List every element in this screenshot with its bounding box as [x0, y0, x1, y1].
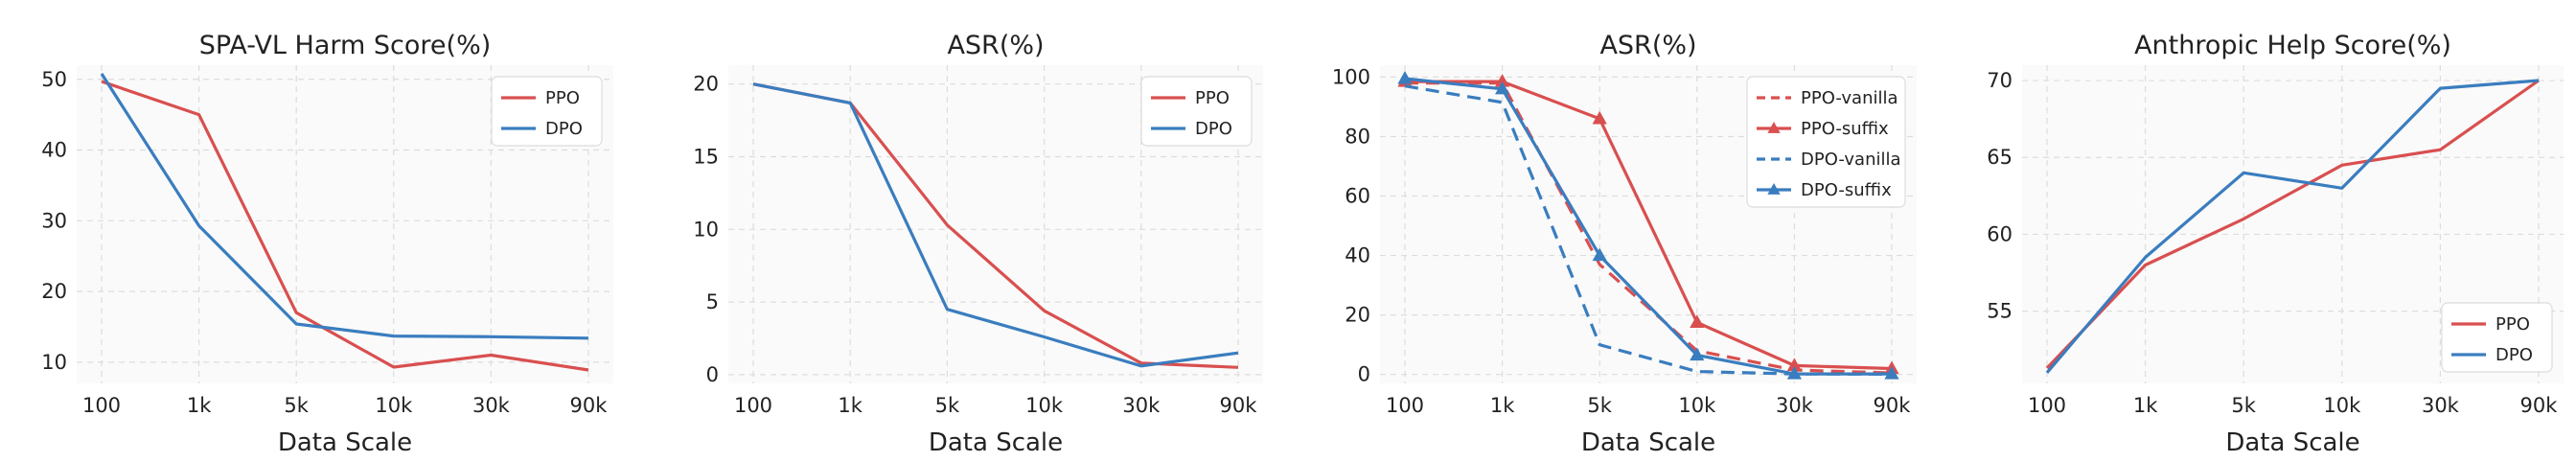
legend-entry: DPO: [1195, 119, 1232, 139]
x-tick-label: 10k: [1678, 394, 1716, 417]
chart-title: ASR(%): [1599, 31, 1696, 60]
series-line-dpo: [752, 82, 1239, 368]
x-axis-label: Data Scale: [1581, 428, 1715, 457]
chart-panel-asr: 100 1k 5k 10k 30k 90k 0 5 10 15 20 PPO DPO ASR(%) Dat…: [693, 31, 1263, 457]
data-point-dpo-suffix: [1495, 81, 1510, 95]
legend: PPO-vanilla PPO-suffix DPO-vanilla DPO-suff…: [1746, 76, 1906, 208]
y-tick-label: 30: [41, 209, 67, 232]
x-tick-label: 30k: [1122, 394, 1161, 417]
y-tick-label: 40: [1345, 244, 1370, 267]
x-axis-label: Data Scale: [2225, 428, 2359, 457]
y-tick-label: 60: [1345, 185, 1370, 208]
x-tick-label: 5k: [2231, 394, 2256, 417]
y-tick-label: 100: [1332, 65, 1370, 88]
legend: PPO DPO: [1140, 76, 1253, 147]
series-line-ppo-suffix: [1405, 80, 1893, 371]
legend-entry: DPO-suffix: [1801, 180, 1892, 200]
legend-entry: DPO: [545, 119, 583, 139]
x-tick-label: 1k: [838, 394, 862, 417]
y-tick-label: 5: [706, 290, 719, 313]
series-line-ppo-vanilla: [1405, 81, 1893, 375]
legend-entry: PPO: [545, 88, 580, 108]
legend-entry: PPO-suffix: [1801, 119, 1889, 139]
y-tick-label: 55: [1987, 300, 2012, 323]
legend-entry: PPO-vanilla: [1801, 88, 1898, 108]
data-point-ppo-suffix: [1690, 314, 1705, 328]
x-axis-label: Data Scale: [278, 428, 412, 457]
y-tick-label: 20: [693, 73, 719, 96]
x-tick-label: 30k: [472, 394, 511, 417]
x-tick-label: 1k: [1490, 394, 1515, 417]
x-tick-label: 1k: [187, 394, 212, 417]
y-tick-label: 10: [41, 351, 67, 374]
y-tick-label: 65: [1987, 146, 2012, 169]
series-line-dpo: [100, 73, 589, 340]
x-tick-label: 100: [734, 394, 772, 417]
x-tick-label: 10k: [2323, 394, 2361, 417]
plot-area: 100 1k 5k 10k 30k 90k 0 5 10 15 20 PPO DPO: [693, 65, 1263, 417]
x-tick-label: 5k: [284, 394, 309, 417]
data-point-dpo-suffix: [1690, 347, 1705, 361]
chart-title: SPA-VL Harm Score(%): [199, 31, 492, 60]
data-point-ppo-suffix: [1495, 74, 1510, 87]
legend-marker: [1767, 183, 1781, 195]
y-tick-label: 60: [1987, 222, 2012, 245]
chart-panel-help-score: 100 1k 5k 10k 30k 90k 55 60 65 70 PPO DPO Anthropic …: [1987, 31, 2564, 457]
plot-area: 100 1k 5k 10k 30k 90k 10 20 30 40 50 PPO DPO: [41, 65, 613, 417]
series-line-dpo-suffix: [1404, 77, 1892, 376]
chart-panel-harm-score: 100 1k 5k 10k 30k 90k 10 20 30 40 50 PPO DPO SPA-VL H…: [41, 31, 613, 457]
x-tick-label: 100: [82, 394, 121, 417]
x-tick-label: 90k: [2520, 394, 2559, 417]
x-axis-label: Data Scale: [929, 428, 1063, 457]
legend-marker: [1767, 122, 1781, 133]
legend: PPO DPO: [491, 76, 603, 147]
series-line-ppo: [101, 80, 589, 372]
y-tick-label: 15: [693, 146, 719, 169]
x-tick-label: 100: [1386, 394, 1424, 417]
x-tick-label: 30k: [2422, 394, 2460, 417]
x-tick-label: 10k: [375, 394, 413, 417]
legend-entry: PPO: [2496, 314, 2530, 335]
legend-entry: PPO: [1195, 88, 1230, 108]
x-tick-label: 90k: [570, 394, 609, 417]
legend: PPO DPO: [2441, 302, 2553, 373]
x-tick-label: 90k: [1220, 394, 1258, 417]
x-tick-label: 90k: [1874, 394, 1912, 417]
x-tick-label: 30k: [1776, 394, 1814, 417]
x-tick-label: 5k: [1587, 394, 1612, 417]
y-tick-label: 20: [1345, 304, 1370, 327]
y-tick-label: 40: [41, 139, 67, 162]
x-tick-label: 5k: [935, 394, 960, 417]
y-tick-label: 0: [1358, 363, 1370, 386]
y-tick-label: 70: [1987, 69, 2012, 92]
legend-box: [1746, 76, 1906, 208]
series-line-dpo: [2045, 79, 2540, 374]
plot-area: 100 1k 5k 10k 30k 90k 55 60 65 70 PPO DPO: [1987, 65, 2564, 417]
y-tick-label: 80: [1345, 125, 1370, 148]
chart-panel-asr-variants: 100 1k 5k 10k 30k 90k020406080100PPO-vanillaP…: [1332, 31, 1917, 457]
x-tick-label: 1k: [2133, 394, 2158, 417]
chart-title: Anthropic Help Score(%): [2134, 31, 2451, 60]
y-tick-label: 50: [41, 68, 67, 91]
series-line-ppo: [2045, 79, 2540, 370]
data-point-ppo-suffix: [1592, 110, 1607, 125]
x-tick-label: 100: [2028, 394, 2066, 417]
data-point-ppo-suffix: [1786, 358, 1802, 371]
data-point-dpo-suffix: [1786, 366, 1802, 380]
data-point-dpo-suffix: [1592, 247, 1607, 262]
chart-title: ASR(%): [947, 31, 1044, 60]
y-tick-label: 0: [706, 363, 719, 386]
x-tick-label: 10k: [1025, 394, 1064, 417]
data-point-dpo-suffix: [1884, 366, 1899, 380]
plot-area: 100 1k 5k 10k 30k 90k020406080100PPO-vanillaP…: [1332, 65, 1917, 417]
legend-entry: DPO-vanilla: [1801, 150, 1901, 170]
y-tick-label: 20: [41, 280, 67, 303]
data-point-dpo-suffix: [1397, 70, 1413, 84]
legend-entry: DPO: [2496, 345, 2533, 365]
y-tick-label: 10: [693, 218, 719, 241]
